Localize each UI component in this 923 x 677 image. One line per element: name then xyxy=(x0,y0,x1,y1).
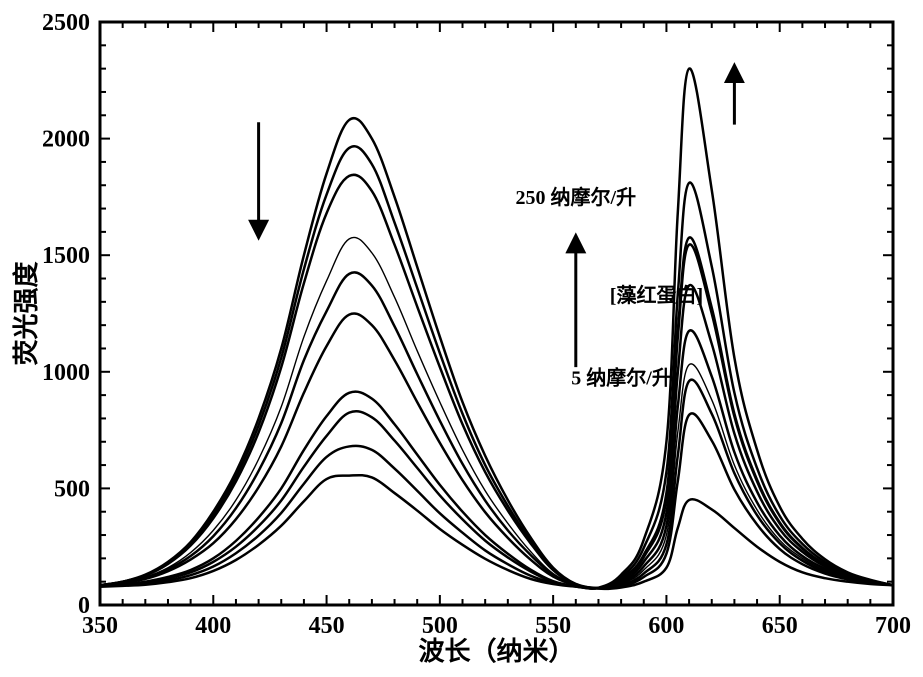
x-tick-label: 550 xyxy=(535,613,571,639)
annotation-text: [藻红蛋白] xyxy=(610,283,703,307)
y-tick-label: 0 xyxy=(78,593,90,619)
y-tick-label: 500 xyxy=(54,476,90,502)
x-axis-label: 波长（纳米） xyxy=(418,636,574,666)
x-tick-label: 450 xyxy=(309,613,345,639)
y-tick-label: 2000 xyxy=(42,127,90,153)
x-tick-label: 400 xyxy=(195,613,231,639)
y-tick-label: 1000 xyxy=(42,360,90,386)
y-axis-label: 荧光强度 xyxy=(11,261,41,365)
y-tick-label: 2500 xyxy=(42,10,90,36)
y-tick-label: 1500 xyxy=(42,243,90,269)
annotation-text: 5 纳摩尔/升 xyxy=(571,366,672,390)
chart-container: 350400450500550600650700波长（纳米）0500100015… xyxy=(0,0,923,677)
fluorescence-spectra-chart: 350400450500550600650700波长（纳米）0500100015… xyxy=(0,0,923,677)
x-tick-label: 700 xyxy=(875,613,911,639)
x-tick-label: 500 xyxy=(422,613,458,639)
x-tick-label: 650 xyxy=(762,613,798,639)
x-tick-label: 600 xyxy=(648,613,684,639)
annotation-text: 250 纳摩尔/升 xyxy=(516,185,637,209)
